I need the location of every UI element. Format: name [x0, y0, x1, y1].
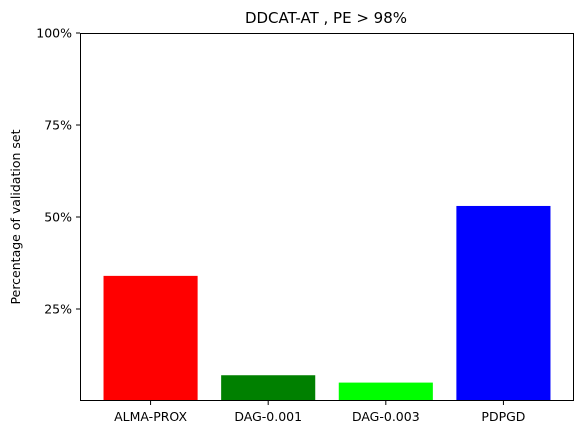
y-tick-label: 100%: [36, 26, 72, 41]
x-tick-label: ALMA-PROX: [114, 409, 187, 424]
x-tick-label: DAG-0.001: [234, 409, 302, 424]
x-tick-label: DAG-0.003: [352, 409, 420, 424]
bar-alma-prox: [104, 276, 198, 401]
bar-pdpgd: [456, 206, 550, 401]
y-tick-label: 50%: [44, 210, 72, 225]
bar-dag-0-001: [221, 375, 315, 401]
bars-group: [104, 206, 551, 401]
x-ticks-group: ALMA-PROX DAG-0.001 DAG-0.003 PDPGD: [114, 401, 525, 424]
y-tick-label: 75%: [44, 118, 72, 133]
chart-title: DDCAT-AT , PE > 98%: [245, 9, 407, 27]
y-axis-label: Percentage of validation set: [8, 129, 23, 304]
bar-dag-0-003: [339, 383, 433, 401]
y-tick-label: 25%: [44, 302, 72, 317]
y-ticks-group: 25% 50% 75% 100%: [36, 26, 80, 317]
x-tick-label: PDPGD: [481, 409, 525, 424]
